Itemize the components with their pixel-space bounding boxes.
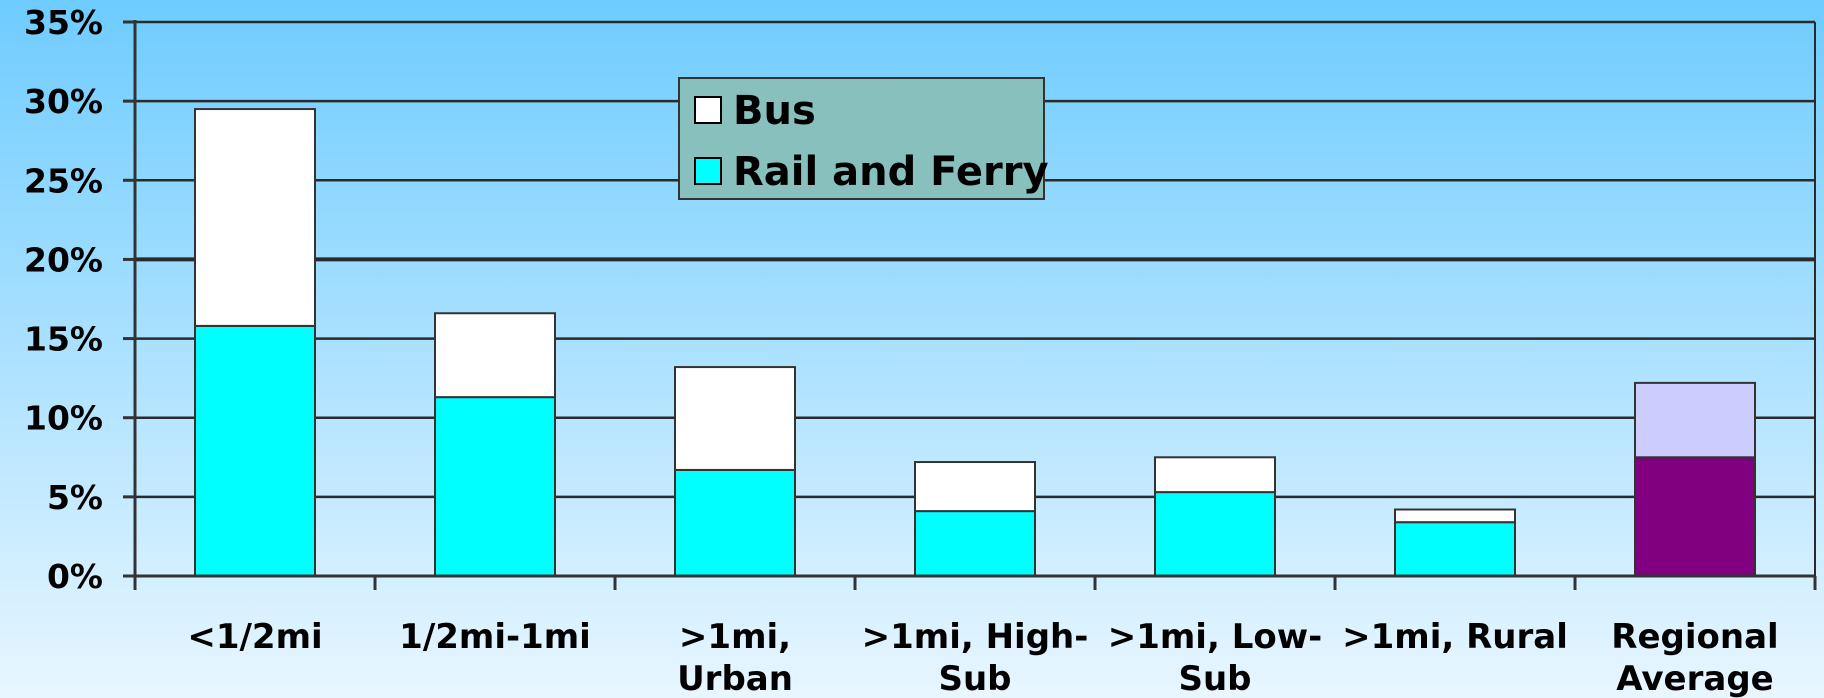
bar-bus — [1634, 381, 1756, 459]
y-tick-label: 10% — [24, 399, 103, 438]
x-tick-label: Sub — [938, 659, 1011, 698]
y-tick-label: 0% — [47, 557, 103, 596]
y-tick-label: 20% — [24, 240, 103, 279]
legend-swatch — [694, 96, 722, 124]
x-tick-label: >1mi, — [679, 617, 791, 657]
bar-bus — [914, 461, 1036, 513]
x-tick-label: <1/2mi — [187, 617, 322, 657]
bar-rail-ferry — [1634, 456, 1756, 577]
bar-rail-ferry — [194, 324, 316, 577]
axes — [123, 20, 1817, 590]
x-tick-label: >1mi, Low- — [1108, 617, 1323, 657]
bar-bus — [194, 108, 316, 327]
x-tick-label: >1mi, High- — [862, 617, 1089, 657]
bar-rail-ferry — [1154, 491, 1276, 578]
bars — [194, 108, 1756, 578]
y-tick-label: 5% — [47, 478, 103, 517]
y-tick-label: 30% — [24, 82, 103, 121]
x-tick-label: Regional — [1611, 617, 1778, 657]
bar-rail-ferry — [674, 468, 796, 578]
x-tick-labels: <1/2mi 1/2mi-1mi >1mi,Urban>1mi, High-Sub>… — [187, 617, 1778, 698]
x-tick-label: Urban — [677, 659, 793, 698]
y-tick-labels: 0% 5% 10% 15% 20% 25% 30% 35% — [24, 3, 103, 596]
bar-bus — [1394, 508, 1516, 524]
y-tick-label: 35% — [24, 3, 103, 42]
bar-rail-ferry — [914, 510, 1036, 577]
bar-bus — [1154, 456, 1276, 494]
legend: Bus Rail and Ferry — [678, 77, 1049, 200]
bar-rail-ferry — [434, 396, 556, 577]
x-tick-label: Average — [1616, 659, 1773, 698]
y-tick-label: 25% — [24, 161, 103, 200]
legend-label: Rail and Ferry — [733, 149, 1049, 195]
legend-swatch — [694, 157, 722, 185]
bar-rail-ferry — [1394, 521, 1516, 578]
x-tick-label: Sub — [1178, 659, 1251, 698]
legend-box — [678, 77, 1045, 200]
bar-bus — [674, 366, 796, 471]
legend-label: Bus — [733, 88, 816, 134]
x-tick-label: 1/2mi-1mi — [399, 617, 591, 657]
x-tick-label: >1mi, Rural — [1342, 617, 1568, 657]
bar-bus — [434, 312, 556, 399]
y-tick-label: 15% — [24, 320, 103, 359]
